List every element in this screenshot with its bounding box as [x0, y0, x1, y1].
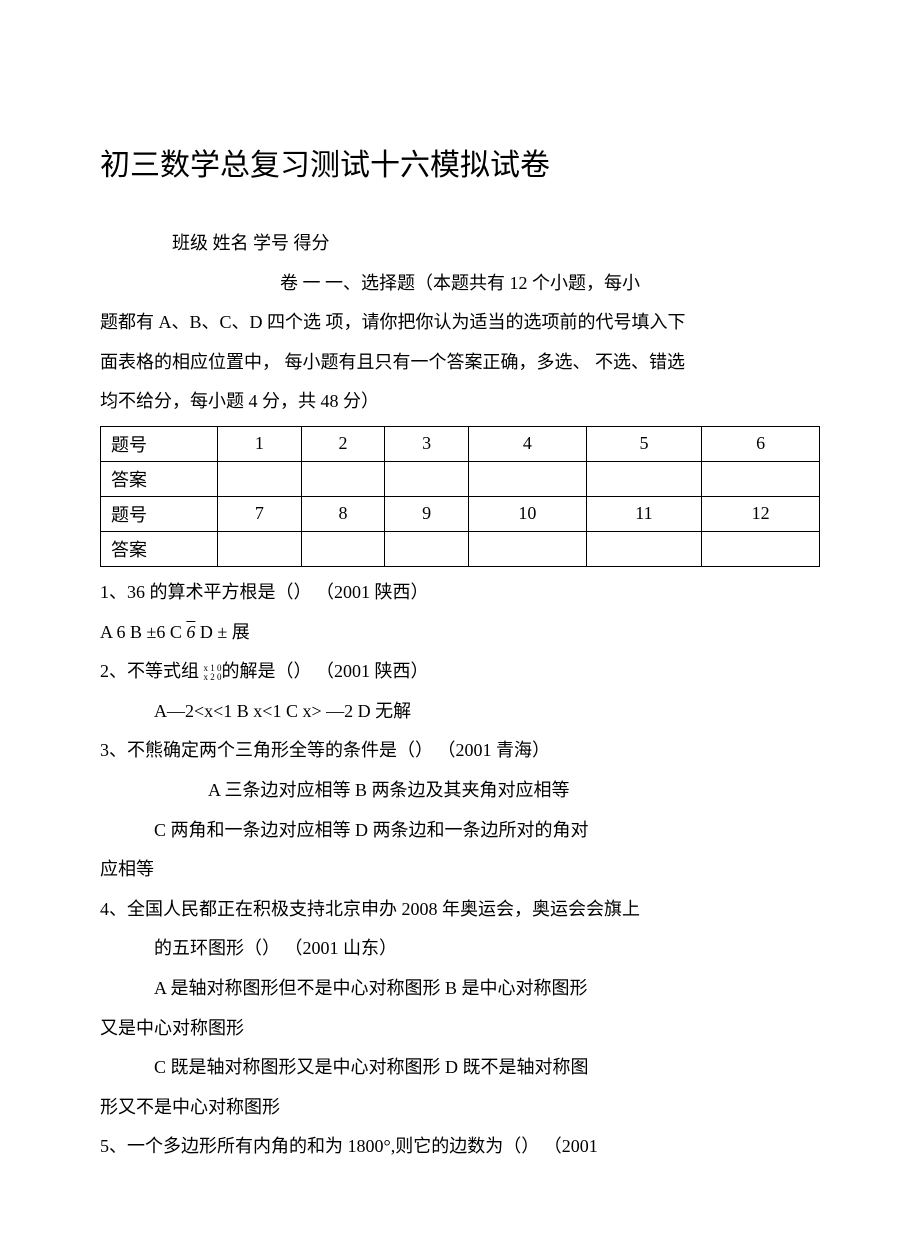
option-line: 应相等 — [100, 850, 820, 890]
table-cell: 11 — [586, 496, 701, 531]
question-line: 2、不等式组 x 1 0x 2 0的解是（） （2001 陕西） — [100, 652, 820, 692]
section-intro-line: 卷 一 一、选择题（本题共有 12 个小题，每小 — [100, 264, 820, 304]
table-cell — [301, 461, 385, 496]
table-cell: 9 — [385, 496, 469, 531]
inequality-system: x 1 0x 2 0 — [204, 664, 222, 682]
table-cell — [218, 531, 302, 566]
table-cell: 1 — [218, 426, 302, 461]
question-line: 1、36 的算术平方根是（） （2001 陕西） — [100, 573, 820, 613]
table-cell — [385, 461, 469, 496]
table-cell: 8 — [301, 496, 385, 531]
table-row: 答案 — [101, 461, 820, 496]
question-line: 4、全国人民都正在积极支持北京申办 2008 年奥运会，奥运会会旗上 — [100, 890, 820, 930]
table-cell — [702, 531, 820, 566]
table-cell — [702, 461, 820, 496]
table-cell: 6 — [702, 426, 820, 461]
table-cell: 3 — [385, 426, 469, 461]
option-line: A—2<x<1 B x<1 C x> —2 D 无解 — [100, 692, 820, 732]
table-row: 题号 1 2 3 4 5 6 — [101, 426, 820, 461]
question-text: 2、不等式组 — [100, 661, 204, 681]
table-cell — [586, 531, 701, 566]
option-line: 又是中心对称图形 — [100, 1009, 820, 1049]
table-cell — [468, 461, 586, 496]
row-label: 题号 — [101, 496, 218, 531]
table-cell: 4 — [468, 426, 586, 461]
section-intro-line: 题都有 A、B、C、D 四个选 项，请你把你认为适当的选项前的代号填入下 — [100, 303, 820, 343]
option-line: A 6 B ±6 C 6 D ± 展 — [100, 613, 820, 653]
row-label: 题号 — [101, 426, 218, 461]
option-line: C 两角和一条边对应相等 D 两条边和一条边所对的角对 — [100, 811, 820, 851]
table-cell: 5 — [586, 426, 701, 461]
option-line: A 是轴对称图形但不是中心对称图形 B 是中心对称图形 — [100, 969, 820, 1009]
table-cell — [385, 531, 469, 566]
row-label: 答案 — [101, 461, 218, 496]
stack-bot: x 2 0 — [204, 672, 222, 682]
table-cell: 12 — [702, 496, 820, 531]
section-intro-line: 均不给分，每小题 4 分，共 48 分） — [100, 382, 820, 422]
question-line: 5、一个多边形所有内角的和为 1800°,则它的边数为（） （2001 — [100, 1127, 820, 1167]
header-fields-line: 班级 姓名 学号 得分 — [100, 224, 820, 264]
table-row: 题号 7 8 9 10 11 12 — [101, 496, 820, 531]
table-cell: 10 — [468, 496, 586, 531]
option-text: A 6 B ±6 C — [100, 622, 186, 642]
option-line: A 三条边对应相等 B 两条边及其夹角对应相等 — [100, 771, 820, 811]
page-title: 初三数学总复习测试十六模拟试卷 — [100, 140, 820, 184]
table-cell — [586, 461, 701, 496]
option-text: D ± 展 — [195, 622, 249, 642]
option-line: C 既是轴对称图形又是中心对称图形 D 既不是轴对称图 — [100, 1048, 820, 1088]
question-text: 的解是（） （2001 陕西） — [222, 661, 429, 681]
table-cell — [468, 531, 586, 566]
document-page: 初三数学总复习测试十六模拟试卷 班级 姓名 学号 得分 卷 一 一、选择题（本题… — [0, 0, 920, 1227]
question-line: 3、不熊确定两个三角形全等的条件是（） （2001 青海） — [100, 731, 820, 771]
row-label: 答案 — [101, 531, 218, 566]
table-cell — [218, 461, 302, 496]
answer-table: 题号 1 2 3 4 5 6 答案 题号 7 8 9 10 11 12 答案 — [100, 426, 820, 567]
section-intro-line: 面表格的相应位置中， 每小题有且只有一个答案正确，多选、 不选、错选 — [100, 343, 820, 383]
table-row: 答案 — [101, 531, 820, 566]
table-cell — [301, 531, 385, 566]
question-line: 的五环图形（） （2001 山东） — [100, 929, 820, 969]
table-cell: 2 — [301, 426, 385, 461]
option-line: 形又不是中心对称图形 — [100, 1088, 820, 1128]
table-cell: 7 — [218, 496, 302, 531]
